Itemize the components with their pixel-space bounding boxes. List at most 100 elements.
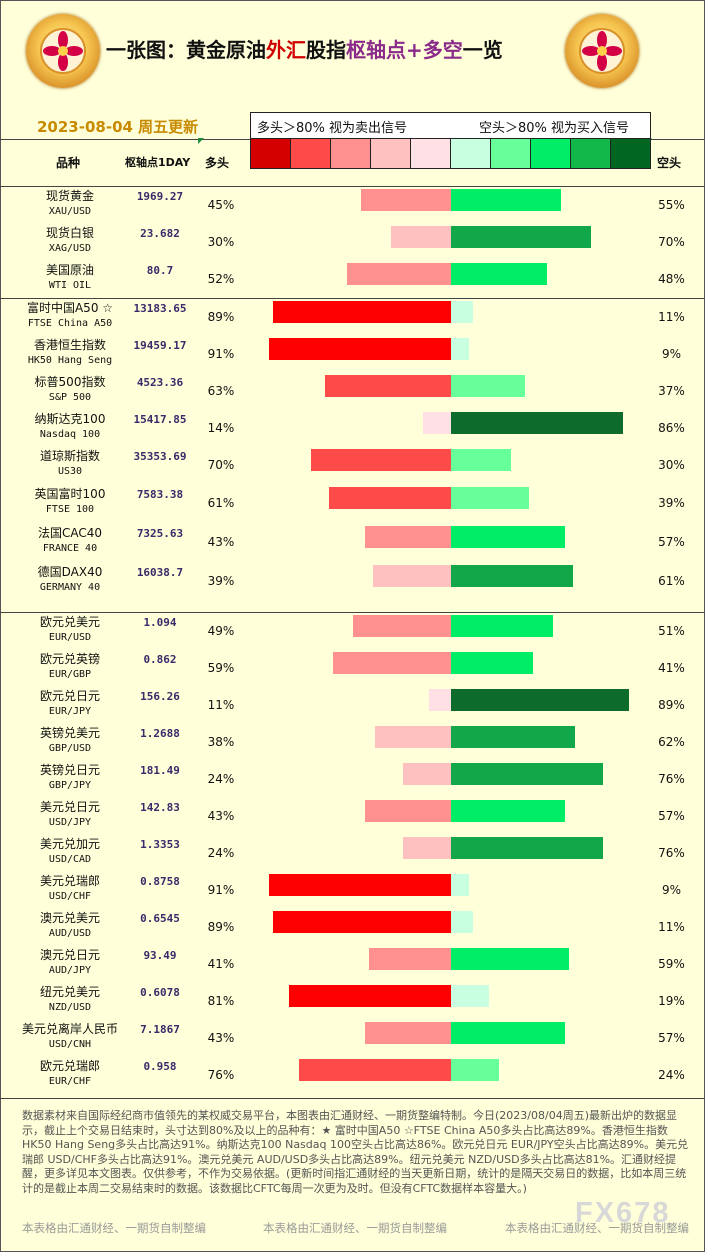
pivot-value: 1.3353 [140, 838, 180, 851]
scale-swatch [371, 139, 411, 168]
instrument-cn-name: 澳元兑日元 [39, 948, 100, 962]
title-part: 外汇 [266, 38, 306, 62]
title-part: 一览 [462, 38, 503, 62]
table-row: 富时中国A50 ☆ FTSE China A50 13183.65 89% 11% [0, 298, 705, 335]
long-bar [289, 985, 451, 1007]
scale-swatch [531, 139, 571, 168]
pivot-value: 0.8758 [140, 875, 180, 888]
instrument-name: 美元兑瑞郎 USD/CHF [0, 874, 140, 904]
short-percent-label: 9% [661, 347, 682, 361]
instrument-code: USD/CAD [48, 854, 92, 865]
instrument-cn-name: 欧元兑瑞郎 [39, 1059, 100, 1073]
short-percent-label: 61% [658, 574, 685, 588]
instrument-code: GERMANY 40 [39, 582, 101, 593]
short-percent-label: 41% [658, 661, 685, 675]
instrument-cn-name: 德国DAX40 [37, 565, 103, 579]
section-divider [0, 186, 705, 187]
long-bar [429, 689, 451, 711]
pivot-value: 23.682 [140, 227, 180, 240]
title-part: 枢轴点+多空 [346, 38, 463, 62]
table-row: 欧元兑日元 EUR/JPY 156.26 11% 89% [0, 686, 705, 723]
long-bar [347, 263, 451, 285]
pivot-value: 0.6545 [140, 912, 180, 925]
short-percent-label: 76% [658, 846, 685, 860]
instrument-code: USD/CNH [48, 1039, 92, 1050]
short-percent-label: 62% [658, 735, 685, 749]
instrument-name: 英镑兑日元 GBP/JPY [0, 763, 140, 793]
buy-signal-label: 空头＞80% 视为买入信号 [479, 121, 630, 136]
short-bar [451, 985, 489, 1007]
long-bar [391, 226, 451, 248]
table-row: 香港恒生指数 HK50 Hang Seng 19459.17 91% 9% [0, 335, 705, 372]
long-bar [365, 1022, 451, 1044]
instrument-cn-name: 标普500指数 [34, 375, 106, 389]
short-bar [451, 487, 529, 509]
scale-swatch [331, 139, 371, 168]
pivot-value: 35353.69 [133, 450, 187, 463]
medal-emblem-icon [26, 14, 100, 88]
instrument-cn-name: 纳斯达克100 [34, 412, 106, 426]
short-bar [451, 689, 629, 711]
table-row: 英镑兑日元 GBP/JPY 181.49 24% 76% [0, 760, 705, 797]
table-row: 美元兑离岸人民币 USD/CNH 7.1867 43% 57% [0, 1019, 705, 1056]
instrument-code: EUR/CHF [48, 1076, 92, 1087]
instrument-name: 欧元兑美元 EUR/USD [0, 615, 140, 645]
pivot-value: 7583.38 [136, 488, 184, 501]
long-percent-label: 45% [207, 198, 235, 212]
long-percent-label: 43% [207, 1031, 235, 1045]
instrument-name: 德国DAX40 GERMANY 40 [0, 565, 140, 595]
long-percent-label: 38% [207, 735, 235, 749]
table-row: 欧元兑美元 EUR/USD 1.094 49% 51% [0, 612, 705, 649]
col-long-header: 多头 [205, 156, 230, 170]
pivot-value: 19459.17 [133, 339, 187, 352]
pivot-value: 1.2688 [140, 727, 180, 740]
long-percent-label: 43% [207, 535, 235, 549]
short-bar [451, 338, 469, 360]
instrument-name: 道琼斯指数 US30 [0, 449, 140, 479]
color-scale [251, 138, 650, 168]
short-bar [451, 1022, 565, 1044]
instrument-code: EUR/USD [48, 632, 92, 643]
table-row: 法国CAC40 FRANCE 40 7325.63 43% 57% [0, 523, 705, 562]
fx678-logo: FX678 [575, 1197, 671, 1229]
corner-marker-icon [198, 138, 204, 144]
credit-text: 本表格由汇通财经、一期货自制整编 [505, 1221, 689, 1235]
instrument-code: GBP/USD [48, 743, 92, 754]
instrument-name: 欧元兑日元 EUR/JPY [0, 689, 140, 719]
long-percent-label: 52% [207, 272, 235, 286]
instrument-code: USD/JPY [48, 817, 92, 828]
short-percent-label: 57% [658, 535, 685, 549]
long-bar [299, 1059, 451, 1081]
instrument-cn-name: 欧元兑日元 [39, 689, 100, 703]
notes-text: 数据素材来自国际经纪商市值领先的某权威交易平台，本图表由汇通财经、一期货整编特制… [22, 1109, 689, 1195]
instrument-name: 英国富时100 FTSE 100 [0, 487, 140, 517]
table-row: 现货黄金 XAU/USD 1969.27 45% 55% [0, 186, 705, 223]
short-bar [451, 948, 569, 970]
pivot-value: 13183.65 [133, 302, 187, 315]
long-bar [333, 652, 451, 674]
update-date: 2023-08-04 周五更新 [37, 118, 199, 136]
col-name-header: 品种 [56, 156, 81, 170]
table-row: 澳元兑美元 AUD/USD 0.6545 89% 11% [0, 908, 705, 945]
long-bar [269, 874, 451, 896]
short-bar [451, 263, 547, 285]
table-row: 纽元兑美元 NZD/USD 0.6078 81% 19% [0, 982, 705, 1019]
long-percent-label: 91% [207, 883, 235, 897]
col-pivot-header: 枢轴点1DAY [125, 156, 191, 169]
sell-signal-label: 多头＞80% 视为卖出信号 [257, 121, 408, 136]
instrument-code: EUR/GBP [48, 669, 92, 680]
short-percent-label: 24% [658, 1068, 685, 1082]
short-percent-label: 37% [658, 384, 685, 398]
long-percent-label: 59% [207, 661, 235, 675]
pivot-value: 93.49 [143, 949, 177, 962]
short-percent-label: 30% [658, 458, 685, 472]
pivot-value: 15417.85 [133, 413, 187, 426]
table-row: 美元兑瑞郎 USD/CHF 0.8758 91% 9% [0, 871, 705, 908]
instrument-cn-name: 英国富时100 [34, 487, 106, 501]
instrument-code: USD/CHF [48, 891, 92, 902]
instrument-code: NZD/USD [48, 1002, 92, 1013]
instrument-code: HK50 Hang Seng [27, 355, 113, 366]
section-divider [0, 298, 705, 299]
scale-swatch [571, 139, 611, 168]
title-part: 股指 [306, 38, 346, 62]
